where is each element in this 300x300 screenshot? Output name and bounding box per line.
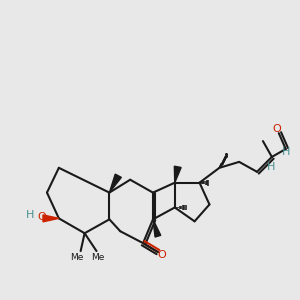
Polygon shape	[43, 215, 59, 222]
Text: H: H	[281, 147, 290, 157]
Polygon shape	[174, 166, 181, 183]
Text: O: O	[158, 250, 166, 260]
Text: Me: Me	[70, 253, 83, 262]
Polygon shape	[110, 174, 122, 193]
Text: H: H	[267, 162, 275, 172]
Text: Me: Me	[91, 253, 104, 262]
Text: H: H	[26, 210, 34, 220]
Text: O: O	[38, 212, 46, 222]
Text: O: O	[272, 124, 281, 134]
Polygon shape	[153, 219, 161, 237]
